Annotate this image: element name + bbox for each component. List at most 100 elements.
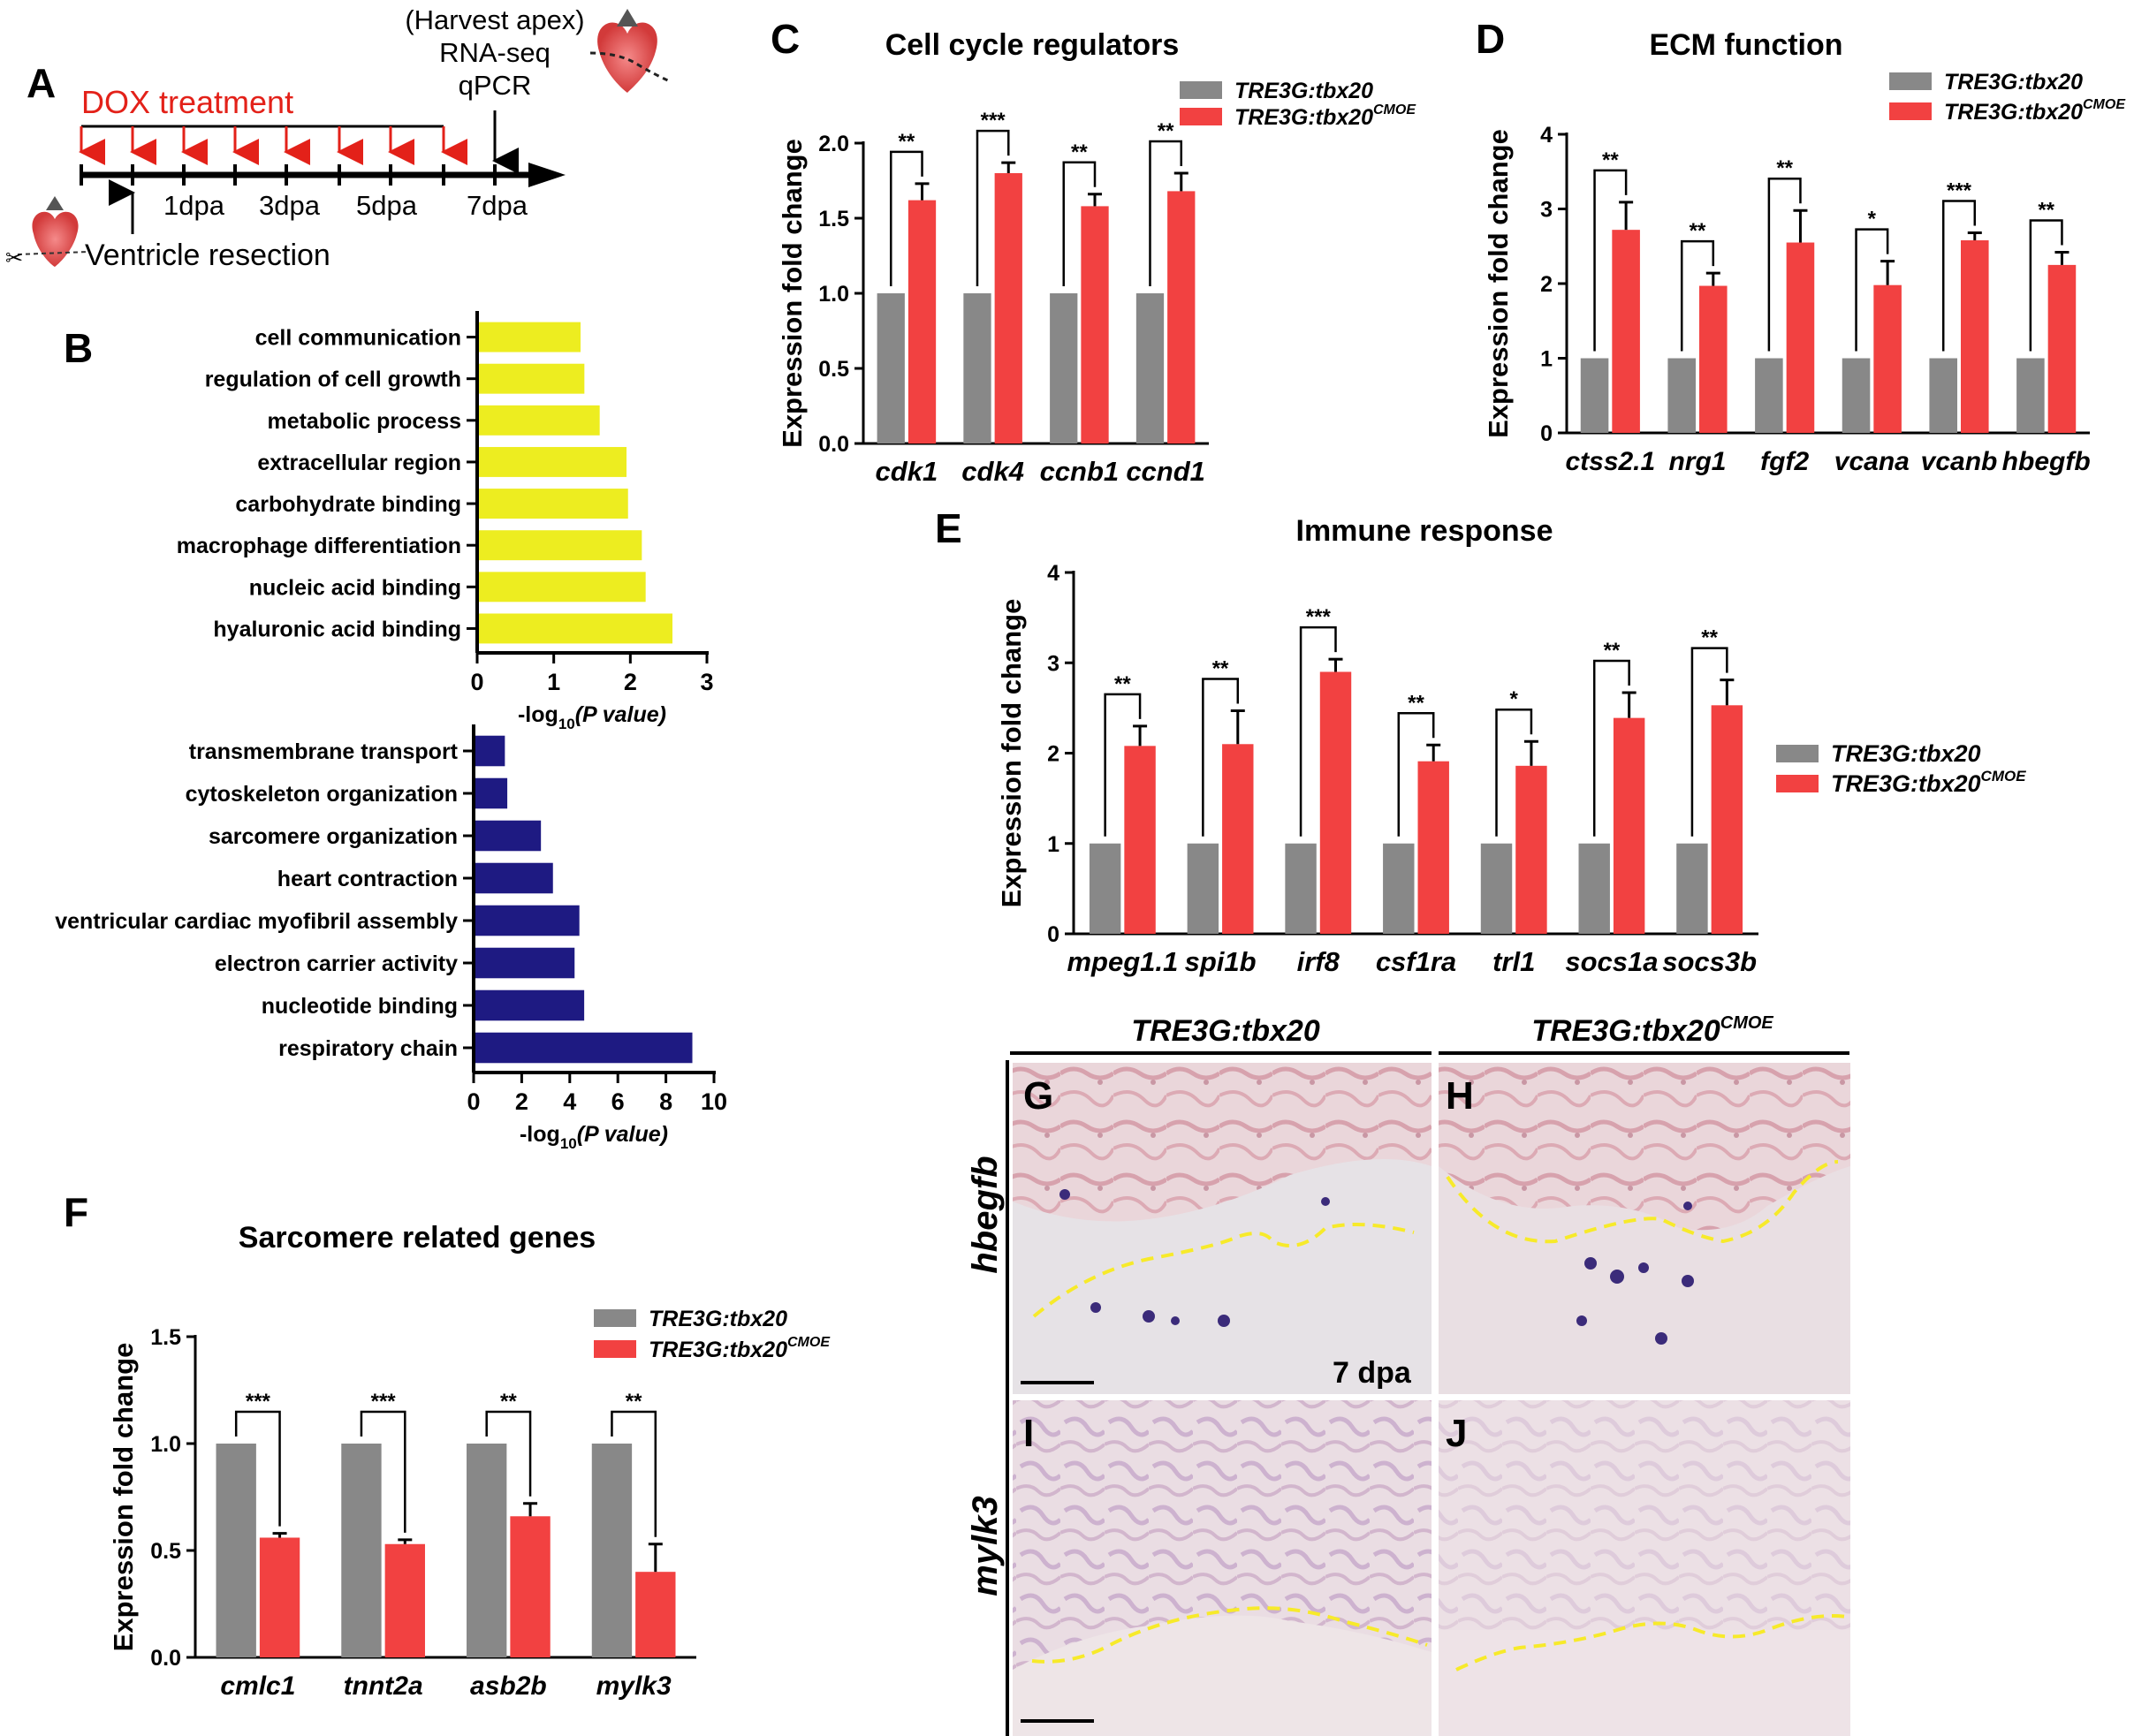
bar-control	[1285, 843, 1317, 934]
bar-cmoe	[1081, 206, 1109, 443]
qpcr-label: qPCR	[459, 70, 532, 101]
x-tick-label: 8	[659, 1088, 672, 1115]
significance-label: *	[1510, 687, 1519, 711]
category-label: vcana	[1834, 447, 1910, 476]
category-label: cell communication	[255, 326, 461, 351]
bar-control	[1929, 358, 1957, 433]
significance-label: **	[500, 1390, 517, 1414]
category-label: regulation of cell growth	[205, 368, 461, 392]
y-tick-label: 0	[1047, 922, 1059, 947]
category-label: ccnb1	[1040, 456, 1120, 487]
category-label: socs3b	[1662, 946, 1757, 977]
legend-label-cmoe: TRE3G:tbx20CMOE	[1831, 768, 2026, 797]
significance-bracket	[1941, 200, 1977, 352]
bar-control	[1676, 843, 1708, 934]
chart-title: Cell cycle regulators	[885, 28, 1180, 62]
legend-label-cmoe: TRE3G:tbx20CMOE	[1234, 102, 1416, 130]
histo-col-right-base: TRE3G:tbx20	[1531, 1014, 1720, 1048]
bar-cmoe	[2047, 264, 2077, 433]
timepoint-label: 7 dpa	[1333, 1356, 1412, 1390]
significance-label: ***	[1947, 179, 1972, 203]
y-tick-label: 4	[1540, 123, 1553, 148]
category-label: trl1	[1492, 946, 1535, 977]
y-tick-label: 1	[1540, 347, 1553, 372]
chart-title: ECM function	[1649, 28, 1842, 62]
legend-label-cmoe-base: TRE3G:tbx20	[1234, 105, 1373, 130]
legend-label-cmoe-sup: CMOE	[787, 1335, 831, 1350]
histo-image-g: G 7 dpa	[1013, 1063, 1432, 1394]
x-tick-label: 4	[563, 1088, 576, 1115]
legend-label-cmoe-sup: CMOE	[2083, 97, 2126, 112]
y-tick-label: 0.0	[150, 1646, 181, 1671]
bar-cmoe	[1699, 285, 1728, 433]
bar-control	[877, 293, 905, 443]
bar	[479, 446, 627, 477]
y-axis-label: Expression fold change	[108, 1343, 139, 1652]
bar-cmoe	[908, 200, 937, 443]
legend-label-cmoe: TRE3G:tbx20CMOE	[649, 1335, 831, 1362]
significance-bracket	[1299, 625, 1337, 837]
legend-swatch-cmoe	[1889, 102, 1932, 120]
significance-label: *	[1868, 208, 1877, 231]
panel-a: A DOX treatment 1dpa 3dpa 5dpa 7dpa (Har…	[5, 4, 671, 272]
significance-label: **	[1602, 148, 1619, 172]
x-axis-label: -log10(P value)	[518, 702, 666, 732]
bar	[475, 820, 542, 852]
category-label: nucleic acid binding	[249, 575, 461, 600]
chart-title: Immune response	[1296, 514, 1553, 548]
dashed-boundary-h	[1446, 1160, 1839, 1244]
category-label: respiratory chain	[278, 1036, 458, 1061]
significance-label: ***	[371, 1390, 397, 1414]
y-tick-label: 0.0	[818, 432, 849, 457]
panel-letter-i: I	[1023, 1412, 1034, 1455]
heart-illustration-resection: ✂	[5, 196, 89, 270]
significance-label: **	[899, 130, 915, 154]
x-tick-label: 6	[611, 1088, 625, 1115]
bar-cmoe	[635, 1572, 676, 1657]
bar-cmoe	[1167, 191, 1196, 443]
x-axis-label-main: -log	[520, 1122, 560, 1147]
dashed-boundary-j	[1455, 1614, 1848, 1672]
category-label: cdk4	[961, 456, 1024, 487]
bar-control	[1755, 358, 1783, 433]
bar	[475, 862, 553, 894]
bar-control	[1842, 358, 1871, 433]
bar	[479, 405, 600, 436]
chart-b-upregulated: cell communication regulation of cell gro…	[177, 311, 714, 732]
x-tick-label: 10	[701, 1088, 727, 1115]
significance-bracket	[1149, 140, 1183, 286]
bar-control	[1135, 293, 1165, 443]
dashed-boundary-i	[1031, 1606, 1428, 1664]
category-label: cmlc1	[220, 1672, 295, 1701]
panel-letter-j: J	[1446, 1412, 1467, 1455]
svg-text:✂: ✂	[5, 246, 23, 270]
bar-control	[216, 1444, 256, 1657]
bar-control	[963, 293, 991, 443]
category-label: csf1ra	[1376, 946, 1456, 977]
bar	[479, 613, 672, 644]
bar	[479, 489, 628, 519]
x-axis-label-sub: 10	[560, 1135, 577, 1152]
chart-title: Sarcomere related genes	[239, 1221, 596, 1255]
significance-bracket	[1767, 177, 1802, 352]
significance-bracket	[1202, 678, 1240, 837]
histo-row-top-label: hbegfb	[966, 1156, 1005, 1273]
category-label: electron carrier activity	[215, 951, 458, 976]
significance-bracket	[360, 1410, 406, 1533]
significance-label: ***	[981, 109, 1006, 133]
x-axis-label-sub: 10	[558, 716, 575, 732]
bar-cmoe	[1612, 230, 1640, 433]
x-axis-label-main: -log	[518, 702, 558, 727]
significance-label: ***	[246, 1390, 271, 1414]
harvest-label: (Harvest apex)	[405, 4, 584, 35]
significance-label: **	[1604, 639, 1621, 663]
x-tick-label: 0	[470, 669, 483, 695]
bar-control	[591, 1444, 633, 1657]
significance-bracket	[976, 129, 1010, 286]
panel-d: D ECM function 0 1 2 3 4 Expression fold chang…	[1476, 16, 2126, 476]
histo-col-left-label: TRE3G:tbx20	[1131, 1014, 1320, 1048]
histo-row-bottom-label: mylk3	[966, 1496, 1005, 1596]
bar	[475, 777, 508, 809]
histo-col-right-label: TRE3G:tbx20CMOE	[1531, 1013, 1773, 1048]
legend-label-cmoe-base: TRE3G:tbx20	[1944, 100, 2083, 125]
